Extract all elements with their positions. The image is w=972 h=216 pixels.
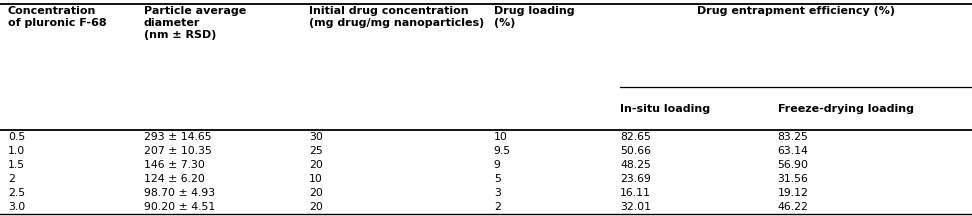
Text: Drug loading
(%): Drug loading (%) [494, 6, 574, 28]
Text: 2: 2 [494, 202, 501, 212]
Text: Particle average
diameter
(nm ± RSD): Particle average diameter (nm ± RSD) [144, 6, 246, 40]
Text: 82.65: 82.65 [620, 132, 651, 142]
Text: 3: 3 [494, 188, 501, 198]
Text: 16.11: 16.11 [620, 188, 651, 198]
Text: 83.25: 83.25 [778, 132, 809, 142]
Text: 10: 10 [494, 132, 507, 142]
Text: 32.01: 32.01 [620, 202, 651, 212]
Text: 19.12: 19.12 [778, 188, 809, 198]
Text: 9.5: 9.5 [494, 146, 511, 156]
Text: 1.5: 1.5 [8, 160, 25, 170]
Text: 98.70 ± 4.93: 98.70 ± 4.93 [144, 188, 215, 198]
Text: Initial drug concentration
(mg drug/mg nanoparticles): Initial drug concentration (mg drug/mg n… [309, 6, 484, 28]
Text: 1.0: 1.0 [8, 146, 25, 156]
Text: 124 ± 6.20: 124 ± 6.20 [144, 174, 205, 184]
Text: 56.90: 56.90 [778, 160, 809, 170]
Text: 20: 20 [309, 188, 323, 198]
Text: 30: 30 [309, 132, 323, 142]
Text: 2.5: 2.5 [8, 188, 25, 198]
Text: 146 ± 7.30: 146 ± 7.30 [144, 160, 205, 170]
Text: 9: 9 [494, 160, 501, 170]
Text: 46.22: 46.22 [778, 202, 809, 212]
Text: In-situ loading: In-situ loading [620, 103, 711, 114]
Text: 2: 2 [8, 174, 15, 184]
Text: 20: 20 [309, 160, 323, 170]
Text: 20: 20 [309, 202, 323, 212]
Text: 10: 10 [309, 174, 323, 184]
Text: 48.25: 48.25 [620, 160, 651, 170]
Text: 207 ± 10.35: 207 ± 10.35 [144, 146, 212, 156]
Text: 90.20 ± 4.51: 90.20 ± 4.51 [144, 202, 215, 212]
Text: Drug entrapment efficiency (%): Drug entrapment efficiency (%) [697, 6, 895, 16]
Text: Freeze-drying loading: Freeze-drying loading [778, 103, 914, 114]
Text: 5: 5 [494, 174, 501, 184]
Text: 31.56: 31.56 [778, 174, 809, 184]
Text: 63.14: 63.14 [778, 146, 809, 156]
Text: 25: 25 [309, 146, 323, 156]
Text: 0.5: 0.5 [8, 132, 25, 142]
Text: 23.69: 23.69 [620, 174, 651, 184]
Text: Concentration
of pluronic F-68: Concentration of pluronic F-68 [8, 6, 106, 28]
Text: 50.66: 50.66 [620, 146, 651, 156]
Text: 3.0: 3.0 [8, 202, 25, 212]
Text: 293 ± 14.65: 293 ± 14.65 [144, 132, 212, 142]
